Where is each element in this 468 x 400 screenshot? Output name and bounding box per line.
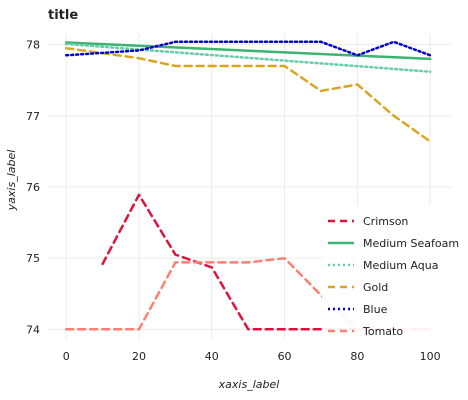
x-tick-label: 100 xyxy=(420,350,441,363)
series-line-medium-seafoam xyxy=(64,41,432,61)
x-tick-label: 20 xyxy=(132,350,146,363)
y-tick-label: 77 xyxy=(26,110,40,123)
legend-label: Tomato xyxy=(362,325,403,338)
series-line-gold xyxy=(64,46,432,143)
x-tick-label: 40 xyxy=(205,350,219,363)
y-tick-label: 78 xyxy=(26,39,40,52)
chart-title: title xyxy=(48,8,78,23)
legend-label: Blue xyxy=(363,303,388,316)
y-tick-label: 76 xyxy=(26,181,40,194)
series-line-blue xyxy=(64,40,432,57)
x-axis-ticks: 0 20 40 60 80 100 xyxy=(63,350,441,363)
y-axis-label: yaxis_label xyxy=(5,150,18,212)
x-tick-label: 80 xyxy=(350,350,364,363)
x-axis-label: xaxis_label xyxy=(218,378,280,391)
legend: Crimson Medium Seafoam Medium Aqua Gold Blue… xyxy=(322,205,459,340)
legend-label: Medium Seafoam xyxy=(363,237,459,250)
series-line-medium-aqua xyxy=(64,42,432,73)
legend-label: Gold xyxy=(363,281,388,294)
legend-label: Medium Aqua xyxy=(363,259,439,272)
x-tick-label: 0 xyxy=(63,350,70,363)
y-tick-label: 75 xyxy=(26,252,40,265)
legend-box xyxy=(322,205,452,340)
x-tick-label: 60 xyxy=(278,350,292,363)
y-tick-label: 74 xyxy=(26,323,40,336)
legend-label: Crimson xyxy=(363,215,408,228)
y-axis-ticks: 74 75 76 77 78 xyxy=(26,39,40,337)
